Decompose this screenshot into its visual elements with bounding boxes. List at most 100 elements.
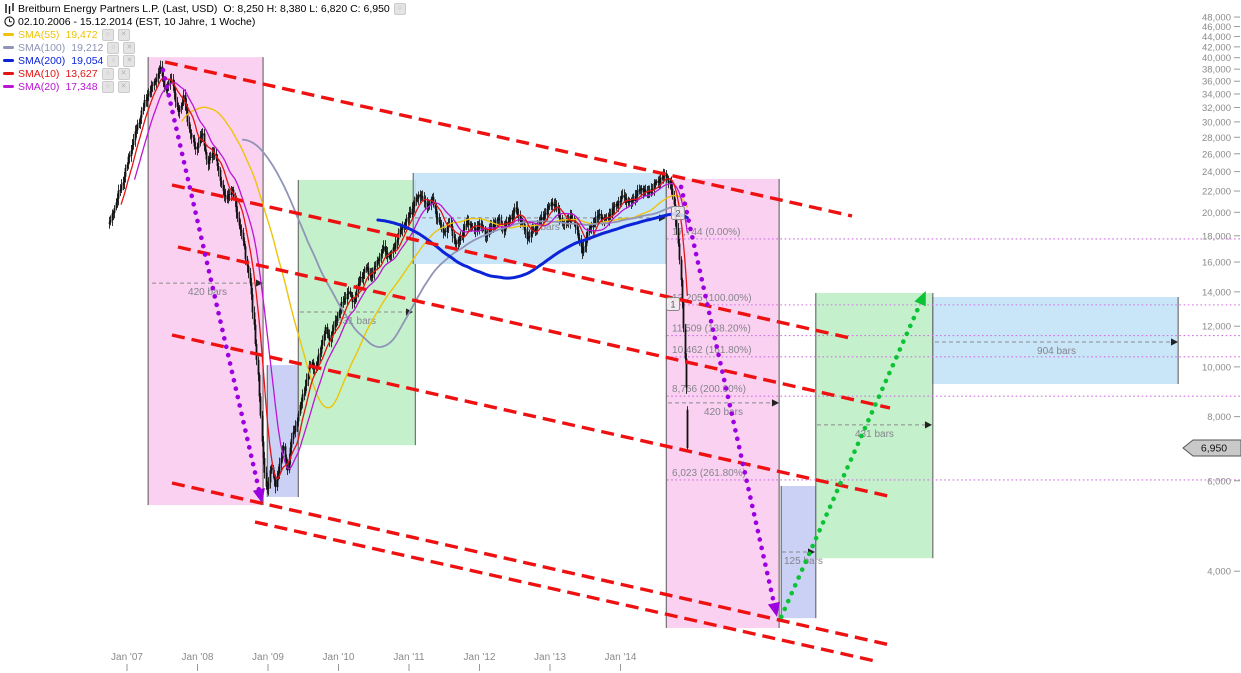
fib-level-label: 6,023 (261.80%) [672, 468, 746, 479]
fib-level-label: 13,205 (100.00%) [672, 293, 752, 304]
indicator-settings-button[interactable] [101, 28, 114, 41]
y-axis-label: 36,000 [1202, 77, 1231, 88]
sma-color-swatch [3, 46, 14, 49]
indicator-label: SMA(10) [18, 67, 60, 80]
indicator-legend-row: SMA(100) 19,212 [3, 41, 406, 54]
bar-range-arrowhead [255, 279, 263, 287]
indicator-settings-button[interactable] [101, 80, 114, 93]
y-axis-label: 24,000 [1202, 167, 1231, 178]
indicator-settings-button[interactable] [107, 54, 120, 67]
x-axis-label: Jan '14 [605, 652, 637, 663]
time-axis[interactable] [0, 645, 1241, 673]
indicator-remove-button[interactable] [123, 54, 136, 67]
y-axis-label: 4,000 [1207, 567, 1231, 578]
date-range-text: 02.10.2006 - 15.12.2014 (EST, 10 Jahre, … [18, 15, 256, 28]
y-axis-label: 40,000 [1202, 53, 1231, 64]
indicator-remove-button[interactable] [117, 28, 130, 41]
candlestick-chart-icon [3, 3, 15, 14]
sma-color-swatch [3, 72, 14, 75]
measured-decline-arrow-2007-2008[interactable] [160, 67, 262, 493]
trendline[interactable] [171, 481, 891, 647]
y-axis-label: 10,000 [1202, 362, 1231, 373]
indicator-legend-row: SMA(20) 17,348 [3, 80, 406, 93]
indicator-value: 17,348 [65, 80, 98, 93]
measured-advance-zone-2009-2010[interactable] [298, 179, 416, 446]
indicator-remove-button[interactable] [117, 80, 130, 93]
bar-range-arrowhead [1171, 338, 1179, 346]
indicator-settings-button[interactable] [101, 67, 114, 80]
fib-point-marker[interactable] [666, 297, 680, 311]
y-axis-label: 30,000 [1202, 117, 1231, 128]
bar-range-arrowhead [771, 399, 779, 407]
projected-range-zone[interactable] [932, 296, 1179, 385]
x-axis-label: Jan '13 [534, 652, 566, 663]
indicator-legend-row: SMA(55) 19,472 [3, 28, 406, 41]
instrument-title: Breitburn Energy Partners L.P. (Last, US… [18, 2, 218, 15]
trendline[interactable] [177, 245, 891, 410]
clock-icon [3, 16, 15, 27]
y-axis-label: 18,000 [1202, 231, 1231, 242]
y-axis-label: 12,000 [1202, 322, 1231, 333]
symbol-settings-button[interactable] [393, 2, 406, 15]
last-price-badge-label: 6,950 [1201, 443, 1227, 455]
indicator-value: 13,627 [65, 67, 98, 80]
indicator-value: 19,472 [65, 28, 98, 41]
symbol-row: Breitburn Energy Partners L.P. (Last, US… [3, 2, 406, 15]
bar-range-label: 431 bars [337, 316, 376, 327]
y-axis-label: 8,000 [1207, 412, 1231, 423]
fib-level-label: 17,744 (0.00%) [672, 227, 740, 238]
y-axis-label: 16,000 [1202, 258, 1231, 269]
indicator-label: SMA(55) [18, 28, 60, 41]
y-axis-label: 38,000 [1202, 65, 1231, 76]
projected-decline-arrow-2014[interactable] [678, 184, 777, 607]
y-axis-label: 28,000 [1202, 133, 1231, 144]
date-range-row: 02.10.2006 - 15.12.2014 (EST, 10 Jahre, … [3, 15, 406, 28]
indicator-value: 19,054 [71, 54, 104, 67]
indicator-remove-button[interactable] [123, 41, 136, 54]
sma-color-swatch [3, 33, 14, 36]
indicator-remove-button[interactable] [117, 67, 130, 80]
bar-range-label: 904 bars [1037, 346, 1076, 357]
indicator-value: 19,212 [71, 41, 104, 54]
y-axis-label: 48,000 [1202, 13, 1231, 24]
measured-decline-arrow-2007-2008-arrowhead [252, 488, 265, 504]
y-axis-label: 20,000 [1202, 208, 1231, 219]
x-axis-label: Jan '12 [464, 652, 496, 663]
x-axis-label: Jan '11 [393, 652, 425, 663]
fib-point-marker[interactable] [671, 206, 685, 220]
y-axis-label: 42,000 [1202, 42, 1231, 53]
sma-line-55[interactable] [181, 106, 688, 409]
ohlc-values: O: 8,250 H: 8,380 L: 6,820 C: 6,950 [223, 2, 390, 15]
projected-advance-arrow-arrowhead [914, 291, 926, 307]
fib-point-marker-label: 2 [675, 209, 680, 219]
y-axis-label: 22,000 [1202, 187, 1231, 198]
fib-level-label: 10,462 (161.80%) [672, 345, 752, 356]
fib-level-label: 8,766 (200.00%) [672, 384, 746, 395]
sma-line-100[interactable] [241, 138, 689, 348]
trendline[interactable] [171, 183, 851, 340]
y-axis-label: 26,000 [1202, 149, 1231, 160]
projected-advance-zone[interactable] [815, 292, 933, 559]
trendline[interactable] [254, 520, 876, 663]
projected-advance-arrow[interactable] [778, 300, 923, 620]
trendline[interactable] [164, 60, 853, 218]
x-axis-label: Jan '09 [252, 652, 284, 663]
y-axis-label: 14,000 [1202, 287, 1231, 298]
sma-color-swatch [3, 59, 14, 62]
sma-line-200[interactable] [376, 212, 689, 280]
indicator-legend-row: SMA(200) 19,054 [3, 54, 406, 67]
bar-range-label: 420 bars [188, 287, 227, 298]
y-axis-label: 6,000 [1207, 476, 1231, 487]
indicator-settings-button[interactable] [107, 41, 120, 54]
last-price-badge [1182, 439, 1241, 457]
bar-range-label: 431 bars [855, 429, 894, 440]
projected-decline-zone[interactable] [666, 178, 780, 629]
price-axis[interactable] [1185, 0, 1241, 645]
x-axis-label: Jan '10 [323, 652, 355, 663]
trendline[interactable] [171, 333, 889, 498]
fib-point-marker-label: 1 [670, 300, 675, 310]
indicator-legend-row: SMA(10) 13,627 [3, 67, 406, 80]
y-axis-label: 34,000 [1202, 89, 1231, 100]
